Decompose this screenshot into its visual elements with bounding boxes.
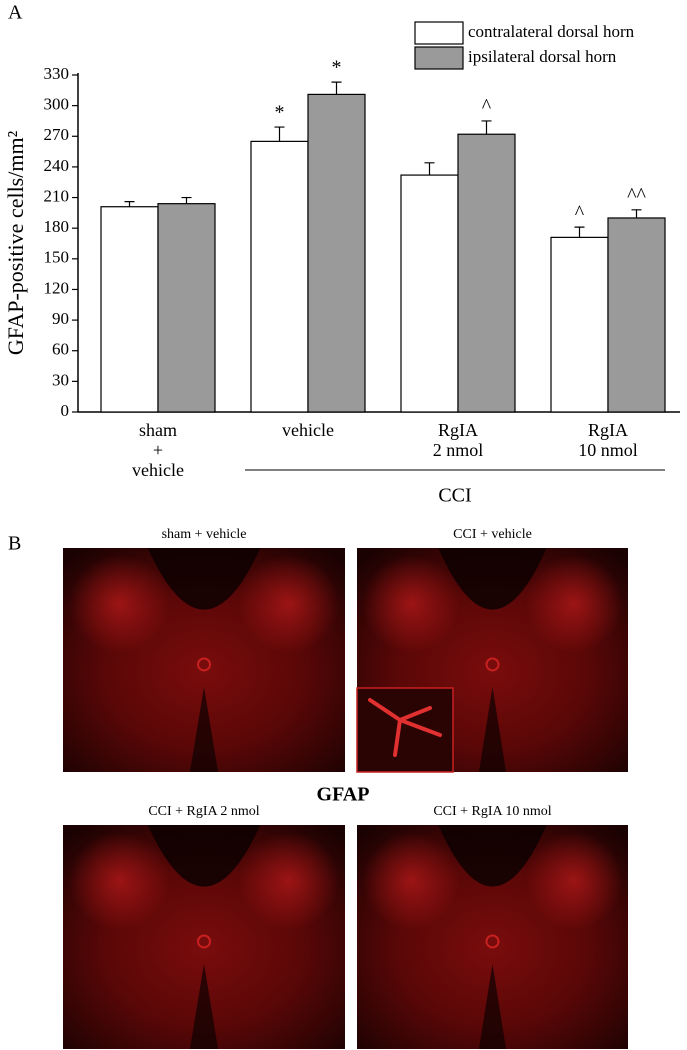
bar [607,217,666,413]
error-bar [424,162,435,176]
error-bar [631,209,642,218]
central-canal [197,657,211,672]
bar [250,140,309,413]
significance-label: ^ [575,202,585,224]
error-bar [331,81,342,95]
y-tick-label: 210 [44,186,70,205]
dorsal-horn [68,831,171,931]
group-label: CCI [438,485,471,507]
dorsal-horn [237,831,340,931]
ventral-fissure [478,686,507,772]
dorsal-horn [68,554,171,654]
image-caption: sham + vehicle [162,527,247,542]
y-axis-label: GFAP-positive cells/mm² [3,130,28,355]
bar [307,93,366,413]
y-tick-label: 150 [44,248,70,267]
x-tick-label: sham + vehicle [132,420,184,480]
ventral-fissure [478,963,507,1049]
central-canal [485,657,500,672]
dorsal-column [147,548,261,610]
significance-label: * [332,57,342,79]
dorsal-horn [525,554,623,654]
dorsal-horn [525,831,623,931]
y-tick-label: 90 [52,309,69,328]
dorsal-column [438,825,547,887]
y-tick-label: 60 [52,340,69,359]
error-bar [574,226,585,238]
image-caption: CCI + RgIA 10 nmol [433,804,551,819]
error-bar [181,196,192,204]
ventral-fissure [189,686,219,772]
bar [400,174,459,413]
bar [157,203,216,413]
y-tick-label: 270 [44,125,70,144]
bar [100,206,159,413]
bar [550,236,609,413]
y-tick-label: 120 [44,278,70,297]
x-tick-label: vehicle [282,420,334,440]
bar [457,133,516,413]
y-tick-label: 240 [44,156,70,175]
error-bar [124,201,135,207]
significance-label: * [275,102,285,124]
central-canal [485,934,500,949]
dorsal-horn [362,554,460,654]
y-tick-label: 300 [44,95,70,114]
error-bar [481,120,492,135]
panel-label: A [8,2,23,24]
legend-label: ipsilateral dorsal horn [468,47,617,66]
legend-swatch [414,21,464,45]
panel-label: B [8,533,21,555]
x-tick-label: RgIA 2 nmol [433,420,484,460]
error-bar [274,126,285,142]
stain-label: GFAP [317,784,370,806]
y-tick-label: 180 [44,217,70,236]
y-tick-label: 0 [61,401,70,420]
legend-label: contralateral dorsal horn [468,22,635,41]
legend-swatch [414,46,464,70]
astrocyte [368,698,442,757]
dorsal-horn [237,554,340,654]
x-tick-label: RgIA 10 nmol [578,420,638,460]
image-caption: CCI + RgIA 2 nmol [148,804,259,819]
ventral-fissure [189,963,219,1049]
y-tick-label: 330 [44,64,70,83]
dorsal-column [438,548,547,610]
y-tick-label: 30 [52,370,69,389]
image-caption: CCI + vehicle [453,527,532,542]
dorsal-horn [362,831,460,931]
central-canal [197,934,211,949]
dorsal-column [147,825,261,887]
significance-label: ^^ [627,184,646,206]
significance-label: ^ [482,96,492,118]
